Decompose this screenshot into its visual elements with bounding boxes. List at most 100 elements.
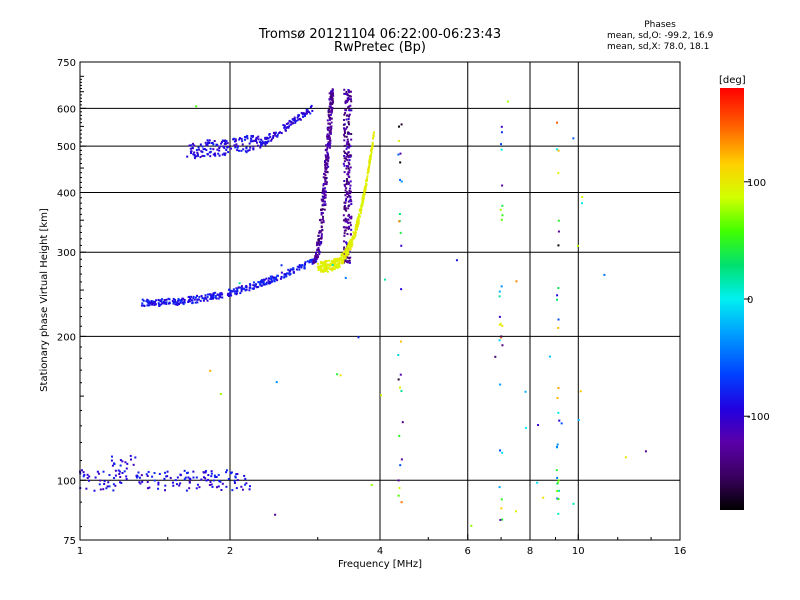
data-point <box>400 123 403 126</box>
data-point <box>80 469 83 472</box>
data-point <box>317 268 320 271</box>
data-point <box>227 145 230 148</box>
data-point <box>349 166 352 169</box>
data-point <box>275 276 278 279</box>
data-point <box>328 135 331 138</box>
data-point <box>203 297 206 300</box>
data-point <box>305 112 308 115</box>
data-point <box>350 100 353 103</box>
data-point <box>250 138 253 141</box>
data-point <box>223 147 226 150</box>
data-point <box>205 149 208 152</box>
data-point <box>347 261 350 264</box>
x-tick-label: 2 <box>227 546 233 557</box>
data-point <box>355 228 358 231</box>
data-point <box>322 263 325 266</box>
data-point <box>316 266 319 269</box>
data-point <box>500 285 503 288</box>
data-point <box>363 185 366 188</box>
data-point <box>283 275 286 278</box>
data-point <box>172 297 175 300</box>
data-point <box>320 213 323 216</box>
data-point <box>288 272 291 275</box>
data-point <box>120 481 123 484</box>
data-point <box>398 487 401 490</box>
data-point <box>331 268 334 271</box>
data-point <box>86 473 89 476</box>
data-point <box>346 256 349 259</box>
data-point <box>380 394 383 397</box>
data-point <box>399 340 402 343</box>
data-point <box>316 249 319 252</box>
data-point <box>318 230 321 233</box>
data-point <box>308 259 311 262</box>
data-point <box>249 283 252 286</box>
data-point <box>219 292 222 295</box>
data-point <box>557 230 560 233</box>
data-point <box>259 283 262 286</box>
data-point <box>260 279 263 282</box>
data-point <box>398 213 401 216</box>
data-point <box>184 476 187 479</box>
data-point <box>326 144 329 147</box>
data-point <box>347 227 350 230</box>
data-point <box>138 476 141 479</box>
data-point <box>205 479 208 482</box>
data-point <box>262 278 265 281</box>
data-point <box>356 216 359 219</box>
data-point <box>345 118 348 121</box>
data-point <box>264 141 267 144</box>
data-point <box>367 170 370 173</box>
data-point <box>501 214 504 217</box>
data-point <box>289 268 292 271</box>
data-point <box>343 248 346 251</box>
data-point <box>240 149 243 152</box>
data-point <box>196 483 199 486</box>
data-point <box>220 489 223 491</box>
data-point <box>119 459 122 462</box>
data-point <box>345 187 348 190</box>
data-point <box>322 215 324 218</box>
data-point <box>334 260 337 263</box>
data-point <box>345 109 348 112</box>
data-point <box>190 152 193 155</box>
data-point <box>348 155 350 158</box>
data-point <box>498 295 501 298</box>
data-point <box>500 148 503 151</box>
data-point <box>347 118 350 121</box>
data-point <box>342 260 345 263</box>
data-point <box>317 247 320 250</box>
data-point <box>556 476 559 479</box>
data-point <box>189 478 192 481</box>
y-axis-label: Stationary phase Virtual Height [km] <box>39 208 50 392</box>
data-point <box>344 207 347 210</box>
data-point <box>331 266 334 269</box>
x-tick-label: 16 <box>674 546 687 557</box>
data-point <box>327 266 330 269</box>
data-point <box>326 152 329 155</box>
data-point <box>343 88 346 91</box>
data-point <box>203 154 206 157</box>
data-point <box>164 484 167 487</box>
data-point <box>108 474 111 477</box>
data-point <box>498 315 501 318</box>
data-point <box>397 354 400 357</box>
data-point <box>140 474 143 477</box>
data-point <box>161 302 164 305</box>
data-point <box>319 237 322 240</box>
data-point <box>193 153 196 156</box>
data-point <box>141 298 144 301</box>
data-point <box>348 98 351 101</box>
data-point <box>234 146 237 149</box>
data-point <box>326 126 329 129</box>
data-point <box>245 151 248 154</box>
data-point <box>189 297 192 300</box>
data-point <box>345 157 348 160</box>
data-point <box>506 100 509 103</box>
data-point <box>366 175 369 178</box>
data-point <box>212 143 215 146</box>
data-point <box>201 296 204 299</box>
data-point <box>306 260 309 263</box>
data-point <box>209 369 212 372</box>
data-point <box>233 290 236 293</box>
